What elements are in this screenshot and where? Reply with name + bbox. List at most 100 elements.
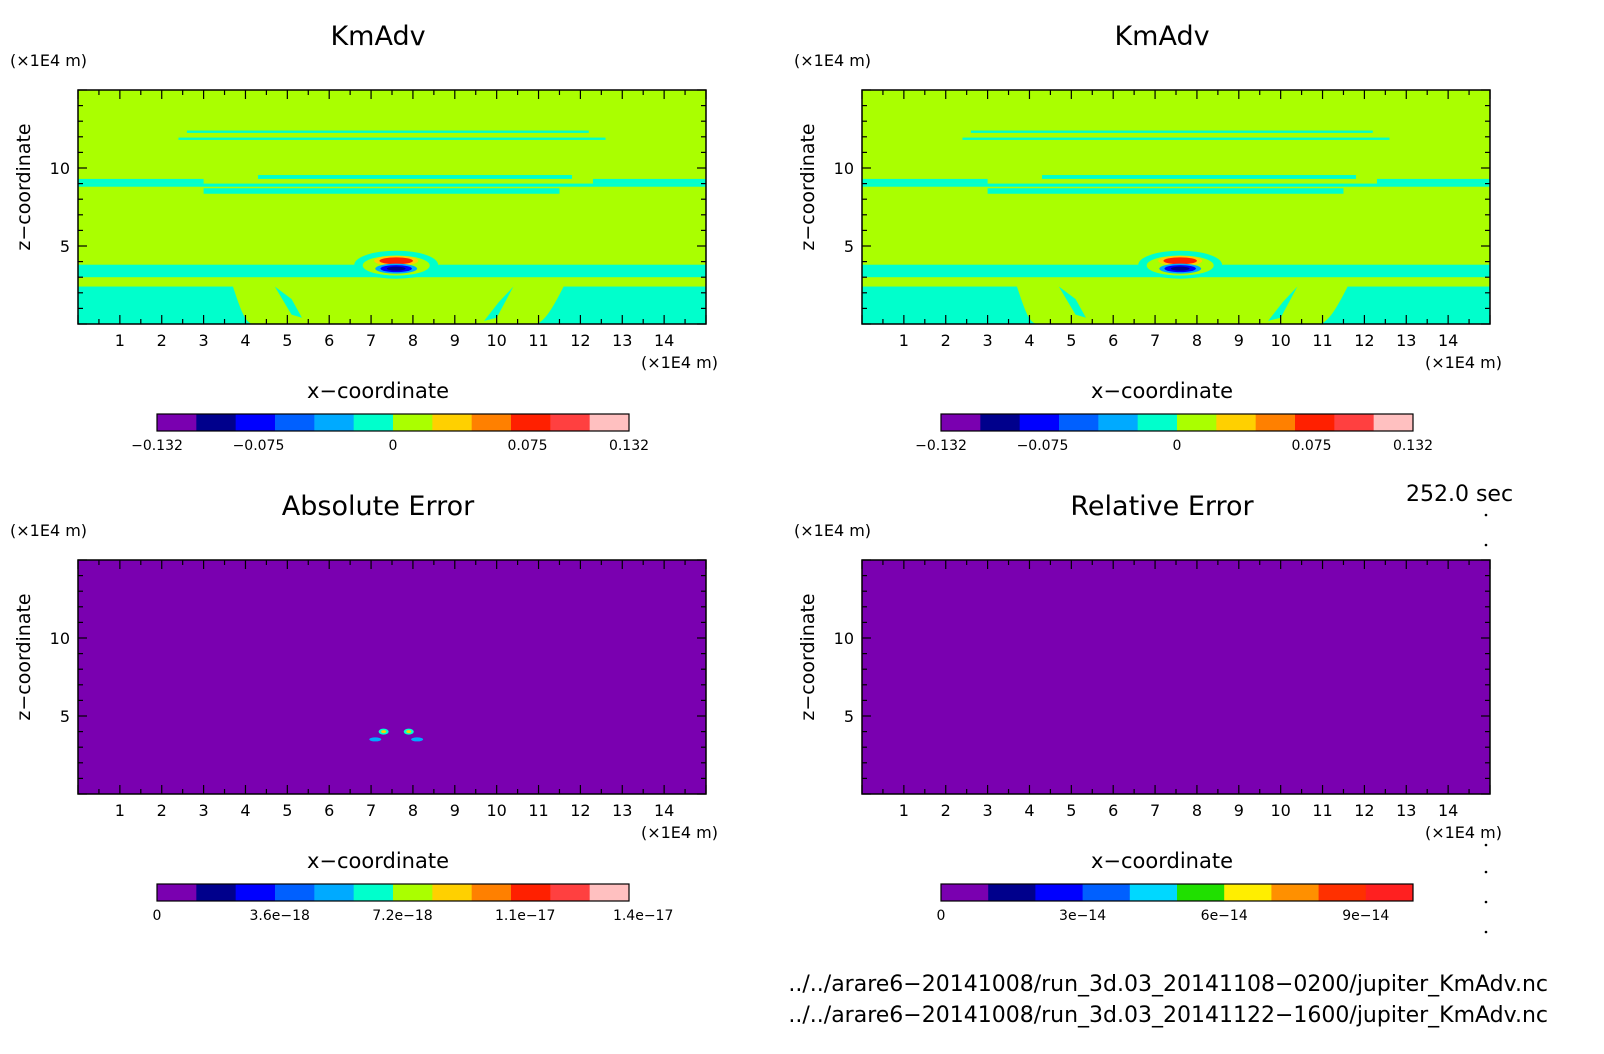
x-axis-label: x−coordinate [307, 849, 449, 873]
x-axis-label: x−coordinate [307, 379, 449, 403]
x-unit-label: (×1E4 m) [1425, 823, 1502, 842]
y-tick-label: 10 [50, 629, 70, 648]
x-tick-label: 6 [324, 801, 334, 820]
x-tick-label: 8 [408, 801, 418, 820]
colorbar-segment [1365, 884, 1414, 901]
cyan-band-mid-inner [203, 188, 560, 194]
colorbar-label: −0.132 [915, 438, 967, 454]
x-tick-label: 3 [199, 801, 209, 820]
colorbar-label: 0.075 [507, 438, 547, 454]
cyan-band-mid-left [78, 178, 204, 184]
colorbar-label: 0 [153, 908, 162, 924]
colorbar-segment [1137, 414, 1178, 431]
colorbar-segment [941, 884, 989, 901]
cyan-band-mid-left [862, 178, 988, 184]
y-axis-label: z−coordinate [797, 593, 819, 720]
x-tick-label: 10 [486, 331, 506, 350]
cyan-band-mid-lower [862, 183, 1490, 187]
colorbar-segment [1098, 414, 1139, 431]
field-background [78, 560, 706, 794]
x-tick-label: 8 [408, 331, 418, 350]
margin-dot [1484, 513, 1488, 517]
x-unit-label: (×1E4 m) [641, 823, 718, 842]
x-tick-label: 4 [240, 801, 250, 820]
x-tick-label: 11 [1312, 801, 1332, 820]
colorbar-frame [940, 883, 1414, 902]
x-tick-label: 10 [1270, 801, 1290, 820]
colorbar-segment [550, 884, 591, 901]
margin-dot [1484, 900, 1488, 904]
colorbar-segment [1373, 414, 1414, 431]
colorbar-segment [314, 884, 355, 901]
x-tick-label: 12 [570, 331, 590, 350]
x-tick-label: 12 [570, 801, 590, 820]
colorbar-segment [550, 414, 591, 431]
colorbar-segment [432, 884, 473, 901]
margin-dot [1484, 930, 1488, 934]
x-tick-label: 12 [1354, 801, 1374, 820]
cyan-band-mid-lower [78, 183, 706, 187]
x-tick-label: 9 [450, 801, 460, 820]
field-background [862, 90, 1490, 324]
field-background [862, 560, 1490, 794]
panel-title: KmAdv [1114, 21, 1209, 52]
x-tick-label: 5 [1066, 801, 1076, 820]
x-tick-label: 9 [450, 331, 460, 350]
x-tick-label: 5 [282, 801, 292, 820]
x-tick-label: 7 [366, 331, 376, 350]
x-unit-label: (×1E4 m) [1425, 353, 1502, 372]
colorbar-segment [511, 884, 551, 901]
colorbar-label: 0 [389, 438, 398, 454]
time-label: 252.0 sec [1406, 482, 1514, 507]
colorbar-label: 1.1e−17 [495, 908, 555, 924]
wave-trough-navy [1170, 266, 1190, 271]
x-tick-label: 1 [899, 801, 909, 820]
wave-crest-red [1163, 257, 1197, 265]
green-dome [1016, 286, 1348, 324]
x-tick-label: 12 [1354, 331, 1374, 350]
file-path-1: ../../arare6−20141008/run_3d.03_20141108… [788, 972, 1548, 997]
panel-title: Absolute Error [282, 491, 475, 522]
colorbar-segment [275, 884, 315, 901]
colorbar-segment [1255, 414, 1296, 431]
x-tick-label: 14 [1438, 801, 1458, 820]
x-tick-label: 14 [654, 331, 674, 350]
x-axis-label: x−coordinate [1091, 379, 1233, 403]
error-spot-low [411, 737, 424, 742]
x-unit-label: (×1E4 m) [641, 353, 718, 372]
colorbar-segment [1059, 414, 1099, 431]
error-spot-low [369, 737, 382, 742]
colorbar-label: 0 [937, 908, 946, 924]
x-tick-label: 13 [612, 801, 632, 820]
x-tick-label: 2 [941, 801, 951, 820]
cyan-spur-left [1058, 286, 1086, 318]
x-tick-label: 10 [1270, 331, 1290, 350]
colorbar-segment [235, 414, 276, 431]
x-tick-label: 10 [486, 801, 506, 820]
cyan-band-mid-top [1042, 175, 1357, 179]
x-tick-label: 6 [1108, 801, 1118, 820]
colorbar-segment [980, 414, 1021, 431]
y-unit-label: (×1E4 m) [794, 51, 871, 70]
x-tick-label: 14 [1438, 331, 1458, 350]
colorbar-segment [1295, 414, 1335, 431]
y-tick-label: 10 [834, 629, 854, 648]
cyan-spur-right [1268, 286, 1298, 321]
colorbar-label: 7.2e−18 [372, 908, 432, 924]
x-tick-label: 4 [1024, 331, 1034, 350]
colorbar-segment [1216, 414, 1257, 431]
panel-title: KmAdv [330, 21, 425, 52]
wave-crest-red [379, 257, 413, 265]
cyan-band-mid-right [592, 178, 706, 184]
x-tick-label: 8 [1192, 331, 1202, 350]
colorbar-segment [941, 414, 981, 431]
colorbar-segment [1177, 414, 1217, 431]
x-tick-label: 2 [941, 331, 951, 350]
colorbar-label: 0.075 [1291, 438, 1331, 454]
colorbar-segment [432, 414, 473, 431]
